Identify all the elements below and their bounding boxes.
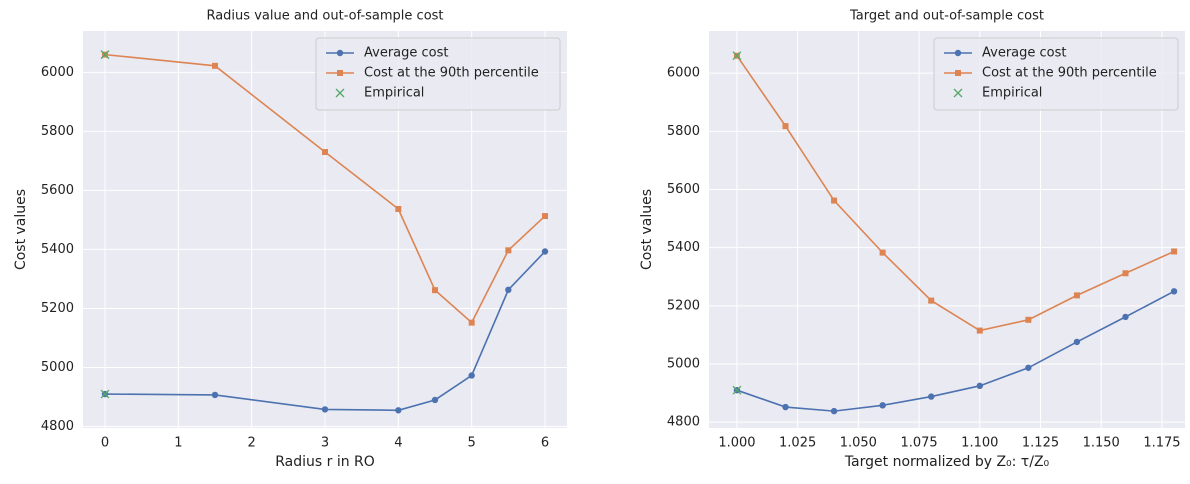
point [100,50,110,60]
point [732,385,742,395]
point [468,319,475,326]
point [782,123,789,130]
y-tick-label: 5600 [41,183,74,198]
chart-title: Radius value and out-of-sample cost [206,9,443,24]
y-tick-label: 5400 [41,242,74,257]
point [321,406,329,413]
point [432,287,438,294]
point [976,327,983,334]
legend-marker [954,49,962,57]
y-tick-label: 5200 [667,298,700,313]
point [879,402,886,409]
y-tick-label: 5000 [41,360,74,375]
legend-marker [953,88,963,98]
line [104,53,546,324]
legend-marker [955,70,961,76]
x-tick-label: 1.175 [1143,436,1180,451]
legend: Average cost Cost at the 90th percentile E… [933,37,1179,111]
point [431,396,439,404]
x-tick-label: 1.075 [900,436,937,451]
series [733,288,1178,415]
legend-label: Empirical [982,86,1042,101]
point [468,372,475,379]
x-tick-label: 3 [321,436,329,451]
x-axis-label: Target normalized by Z₀: τ/Z₀ [844,454,1050,470]
point [505,286,512,294]
point [1025,364,1032,371]
x-axis-label: Radius r in RO [275,454,375,470]
point [928,393,935,400]
y-tick-label: 5600 [667,182,700,197]
y-tick-label: 5800 [667,124,700,139]
point [395,205,402,212]
point [395,407,402,414]
x-tick-label: 6 [541,436,549,451]
y-tick-label: 5000 [667,357,700,372]
x-tick-label: 1.125 [1022,436,1059,451]
legend-marker [335,88,345,98]
point [1122,270,1129,277]
y-tick-label: 4800 [41,419,74,434]
legend-box [315,37,561,111]
series [100,50,110,399]
point [541,248,549,255]
legend-label: Empirical [364,86,424,101]
series [101,248,549,414]
point [976,382,983,390]
legend-label: Average cost [364,46,449,61]
point [1171,248,1178,255]
y-tick-label: 5200 [41,301,74,316]
point [1073,338,1081,346]
chart-title: Target and out-of-sample cost [849,9,1044,24]
point [879,249,886,256]
x-tick-label: 5 [468,436,476,451]
y-tick-label: 6000 [667,66,700,81]
point [505,247,512,254]
line [736,290,1175,412]
point [1122,313,1129,321]
y-tick-label: 4800 [667,415,700,430]
point [1170,288,1178,295]
point [1073,292,1080,299]
point [211,391,219,399]
legend-marker [337,70,343,76]
point [542,213,548,220]
line [104,250,546,412]
series [732,51,742,395]
legend-box [933,37,1179,111]
y-tick-label: 5400 [667,240,700,255]
point [831,197,838,204]
y-axis-label: Cost values [639,189,655,270]
x-tick-label: 0 [101,436,109,451]
point [322,149,328,156]
point [212,62,218,69]
legend-label: Cost at the 90th percentile [364,66,539,81]
line [736,55,1175,332]
x-tick-label: 1.100 [961,436,998,451]
x-tick-label: 1.025 [779,436,816,451]
x-tick-label: 1.000 [718,436,755,451]
x-tick-label: 1.050 [840,436,877,451]
point [100,389,110,399]
point [928,297,935,304]
legend: Average cost Cost at the 90th percentile E… [315,37,561,111]
point [1025,316,1032,323]
x-tick-label: 2 [248,436,256,451]
y-axis-label: Cost values [13,189,29,270]
y-tick-label: 5800 [41,124,74,139]
point [782,403,789,411]
legend-label: Cost at the 90th percentile [982,66,1157,81]
x-tick-label: 1 [174,436,182,451]
x-tick-label: 4 [394,436,402,451]
point [732,51,742,61]
point [830,407,838,415]
x-tick-label: 1.150 [1083,436,1120,451]
legend-label: Average cost [982,46,1067,61]
y-tick-label: 6000 [41,65,74,80]
legend-marker [336,49,344,57]
